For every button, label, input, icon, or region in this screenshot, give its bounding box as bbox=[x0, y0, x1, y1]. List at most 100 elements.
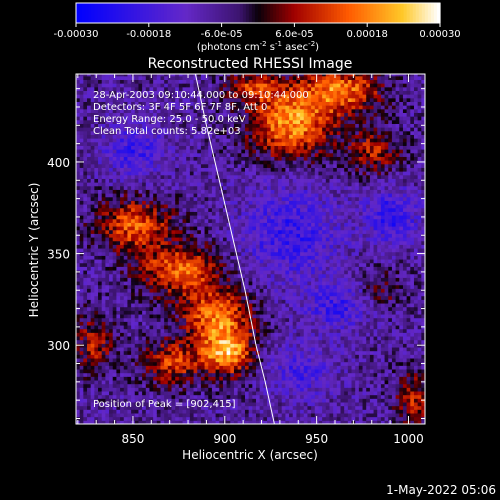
heatmap-pixel bbox=[79, 270, 84, 275]
heatmap-pixel bbox=[230, 204, 235, 209]
heatmap-pixel bbox=[156, 295, 161, 300]
heatmap-pixel bbox=[98, 328, 103, 333]
heatmap-pixel bbox=[164, 365, 169, 370]
heatmap-pixel bbox=[145, 255, 150, 260]
heatmap-pixel bbox=[197, 207, 202, 212]
heatmap-pixel bbox=[237, 196, 242, 201]
heatmap-pixel bbox=[109, 350, 114, 355]
heatmap-pixel bbox=[116, 292, 121, 297]
heatmap-pixel bbox=[98, 174, 103, 179]
heatmap-pixel bbox=[226, 123, 231, 128]
heatmap-pixel bbox=[171, 273, 176, 278]
heatmap-pixel bbox=[233, 317, 239, 322]
heatmap-pixel bbox=[87, 332, 92, 337]
heatmap-pixel bbox=[171, 105, 176, 110]
heatmap-pixel bbox=[123, 222, 128, 227]
heatmap-pixel bbox=[142, 101, 147, 106]
heatmap-pixel bbox=[164, 347, 169, 352]
heatmap-pixel bbox=[204, 182, 209, 187]
heatmap-pixel bbox=[186, 222, 191, 227]
heatmap-pixel bbox=[87, 420, 92, 424]
heatmap-pixel bbox=[156, 255, 161, 260]
heatmap-pixel bbox=[76, 149, 81, 154]
heatmap-pixel bbox=[208, 350, 213, 355]
heatmap-pixel bbox=[222, 123, 228, 128]
heatmap-pixel bbox=[211, 405, 217, 410]
heatmap-pixel bbox=[79, 387, 84, 392]
heatmap-pixel bbox=[248, 420, 253, 424]
heatmap-pixel bbox=[134, 266, 139, 271]
heatmap-pixel bbox=[197, 317, 202, 322]
heatmap-pixel bbox=[138, 314, 143, 319]
heatmap-pixel bbox=[131, 193, 136, 198]
heatmap-pixel bbox=[208, 339, 213, 344]
heatmap-pixel bbox=[142, 79, 147, 84]
heatmap-pixel bbox=[164, 306, 169, 311]
heatmap-pixel bbox=[200, 391, 206, 396]
heatmap-pixel bbox=[259, 207, 264, 212]
heatmap-pixel bbox=[87, 350, 92, 355]
heatmap-pixel bbox=[101, 292, 106, 297]
heatmap-pixel bbox=[127, 270, 132, 275]
heatmap-pixel bbox=[167, 281, 173, 286]
heatmap-pixel bbox=[149, 303, 154, 308]
heatmap-pixel bbox=[204, 101, 209, 106]
heatmap-pixel bbox=[98, 204, 103, 209]
heatmap-pixel bbox=[211, 380, 217, 385]
heatmap-pixel bbox=[131, 303, 136, 308]
heatmap-pixel bbox=[90, 79, 95, 84]
heatmap-pixel bbox=[105, 336, 110, 341]
heatmap-pixel bbox=[252, 204, 257, 209]
heatmap-pixel bbox=[123, 171, 128, 176]
heatmap-pixel bbox=[105, 372, 110, 377]
heatmap-pixel bbox=[244, 94, 250, 99]
heatmap-pixel bbox=[94, 218, 99, 223]
heatmap-pixel bbox=[153, 369, 158, 374]
heatmap-pixel bbox=[241, 171, 246, 176]
heatmap-pixel bbox=[248, 204, 253, 209]
heatmap-pixel bbox=[153, 90, 158, 95]
heatmap-pixel bbox=[167, 90, 173, 95]
heatmap-pixel bbox=[145, 90, 150, 95]
heatmap-pixel bbox=[120, 94, 125, 99]
colorbar-swatch bbox=[239, 3, 244, 23]
heatmap-pixel bbox=[109, 365, 114, 370]
heatmap-pixel bbox=[156, 270, 161, 275]
heatmap-pixel bbox=[193, 273, 198, 278]
heatmap-pixel bbox=[134, 270, 139, 275]
heatmap-pixel bbox=[219, 402, 224, 407]
heatmap-pixel bbox=[167, 409, 173, 414]
heatmap-pixel bbox=[182, 343, 187, 348]
heatmap-pixel bbox=[127, 193, 132, 198]
heatmap-pixel bbox=[197, 138, 202, 143]
heatmap-pixel bbox=[178, 79, 184, 84]
heatmap-pixel bbox=[120, 306, 125, 311]
heatmap-pixel bbox=[105, 130, 110, 135]
heatmap-pixel bbox=[127, 281, 132, 286]
heatmap-pixel bbox=[237, 394, 242, 399]
heatmap-pixel bbox=[123, 314, 128, 319]
heatmap-pixel bbox=[219, 387, 224, 392]
heatmap-pixel bbox=[233, 134, 239, 139]
heatmap-pixel bbox=[241, 79, 246, 84]
heatmap-pixel bbox=[175, 266, 180, 271]
heatmap-pixel bbox=[237, 361, 242, 366]
heatmap-pixel bbox=[90, 405, 95, 410]
heatmap-pixel bbox=[112, 391, 117, 396]
heatmap-pixel bbox=[76, 174, 81, 179]
heatmap-pixel bbox=[145, 273, 150, 278]
heatmap-pixel bbox=[175, 119, 180, 124]
heatmap-pixel bbox=[94, 127, 99, 132]
heatmap-pixel bbox=[219, 145, 224, 150]
heatmap-pixel bbox=[233, 376, 239, 381]
heatmap-pixel bbox=[101, 211, 106, 216]
heatmap-pixel bbox=[83, 145, 88, 150]
heatmap-pixel bbox=[164, 380, 169, 385]
colorbar-swatch bbox=[82, 3, 86, 23]
heatmap-pixel bbox=[226, 416, 231, 421]
heatmap-pixel bbox=[259, 292, 264, 297]
heatmap-pixel bbox=[248, 116, 253, 121]
heatmap-pixel bbox=[79, 226, 84, 231]
heatmap-pixel bbox=[134, 402, 139, 407]
heatmap-pixel bbox=[83, 409, 88, 414]
